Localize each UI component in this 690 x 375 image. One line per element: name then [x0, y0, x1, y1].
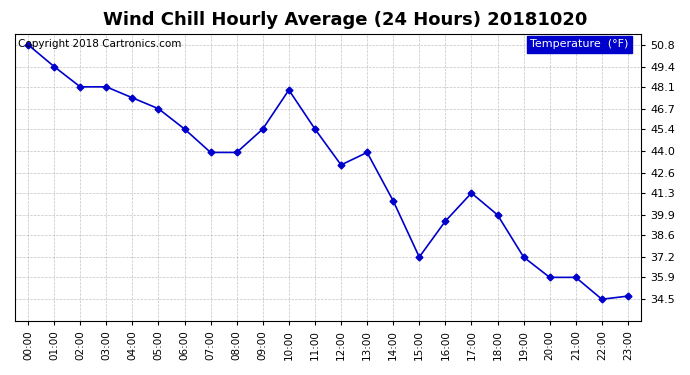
Text: Copyright 2018 Cartronics.com: Copyright 2018 Cartronics.com — [18, 39, 181, 50]
Text: Wind Chill Hourly Average (24 Hours) 20181020: Wind Chill Hourly Average (24 Hours) 201… — [103, 11, 587, 29]
Text: Temperature  (°F): Temperature (°F) — [530, 39, 629, 50]
